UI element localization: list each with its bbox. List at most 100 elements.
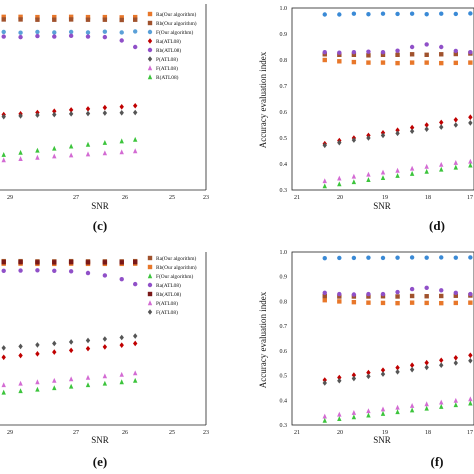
legend-entry: Ra(ATL08) [156, 282, 181, 289]
yticks-d: 1.0 0.9 0.8 0.7 0.6 0.5 0.4 0.3 [280, 6, 288, 194]
data-point-d-s5 [395, 130, 400, 137]
data-point-f-s2 [380, 294, 386, 299]
data-point-f-s4 [453, 354, 458, 361]
data-point-f-s0 [380, 255, 386, 261]
data-point-d-s3 [409, 44, 415, 50]
data-point-c-s7 [52, 145, 57, 151]
y-tick-label: 0.9 [280, 32, 288, 38]
data-point-d-s5 [453, 122, 458, 128]
legend-marker [147, 291, 153, 297]
data-point-f-s4 [322, 377, 327, 383]
data-point-c-s5 [133, 109, 138, 116]
data-point-f-s5 [366, 373, 371, 380]
data-point-f-s5 [453, 360, 458, 366]
data-point-d-s6 [337, 175, 342, 181]
xticks-e: 29 27 26 25 23 [7, 430, 209, 436]
data-point-f-s3 [380, 291, 386, 297]
data-point-e-s7 [85, 345, 91, 352]
data-point-d-s3 [322, 50, 327, 55]
data-point-c-s4 [35, 33, 40, 39]
data-point-e-s3 [52, 268, 57, 273]
data-point-d-s4 [424, 122, 429, 128]
data-point-c-s6 [1, 157, 6, 163]
marks-c [1, 14, 138, 163]
data-point-d-s2 [351, 52, 357, 57]
data-point-c-s2 [35, 29, 40, 35]
x-tick-label: 18 [425, 430, 431, 436]
legend-entry: P(ATL08) [156, 300, 178, 307]
data-point-c-s7 [85, 141, 91, 147]
x-tick-label: 21 [294, 430, 300, 436]
data-point-e-s4 [68, 259, 74, 265]
data-point-d-s5 [409, 128, 415, 135]
x-tick-label: 29 [7, 430, 13, 436]
legend-marker [147, 20, 153, 26]
data-point-c-s0 [68, 14, 74, 20]
data-point-f-s7 [380, 410, 386, 416]
legend-entry: Ra(Our algorithm) [156, 11, 196, 18]
data-point-e-s4 [119, 260, 124, 265]
plot-frame-f [291, 251, 474, 426]
data-point-f-s0 [366, 255, 371, 260]
legend-marker [147, 56, 153, 62]
data-point-c-s2 [85, 30, 91, 35]
data-point-e-s7 [18, 352, 23, 359]
data-point-f-s5 [424, 364, 429, 371]
data-point-f-s4 [337, 374, 342, 381]
data-point-e-s6 [18, 343, 23, 350]
data-point-e-s3 [119, 276, 124, 282]
data-point-c-s7 [1, 151, 6, 157]
data-point-f-s2 [337, 294, 342, 299]
data-point-d-s7 [366, 177, 371, 183]
data-point-f-s0 [395, 255, 400, 260]
y-tick-label: 0.3 [280, 188, 288, 194]
x-tick-label: 18 [425, 195, 431, 201]
data-point-e-s5 [1, 382, 6, 388]
data-point-f-s7 [453, 402, 458, 408]
data-point-f-s6 [453, 397, 458, 403]
y-tick-label: 0.6 [280, 349, 288, 355]
data-point-e-s2 [35, 386, 40, 392]
data-point-d-s2 [366, 53, 371, 58]
legend-entry: Rb(ATL08) [156, 47, 181, 54]
legend-entry: Ra(ATL08) [156, 38, 181, 45]
legend-marker [147, 273, 153, 279]
data-point-c-s6 [102, 150, 108, 156]
data-point-d-s6 [453, 160, 458, 165]
data-point-f-s5 [409, 366, 415, 373]
legend-entry: Rb(Our algorithm) [156, 20, 197, 27]
legend-entry: Rb(Our algorithm) [156, 264, 197, 271]
data-point-f-s3 [453, 290, 458, 295]
data-point-c-s5 [52, 111, 57, 118]
data-point-d-s6 [424, 163, 429, 169]
data-point-f-s1 [424, 300, 429, 306]
xticks-c: 29 27 26 25 23 [7, 195, 209, 201]
data-point-c-s5 [102, 110, 108, 116]
data-point-f-s2 [395, 294, 400, 299]
data-point-f-s6 [380, 406, 386, 412]
data-point-f-s4 [424, 359, 429, 366]
data-point-f-s4 [366, 369, 371, 376]
data-point-c-s1 [18, 17, 23, 22]
data-point-e-s3 [133, 281, 138, 287]
data-point-d-s6 [395, 167, 400, 173]
data-point-e-s2 [133, 377, 138, 383]
x-axis-label-e: SNR [91, 435, 109, 445]
data-point-f-s1 [351, 299, 357, 305]
data-point-f-s4 [395, 364, 400, 371]
data-point-d-s7 [409, 170, 415, 176]
data-point-e-s4 [102, 260, 108, 265]
panel-e: SNR (e) Ra(Our algorithm) Rb(Our algorith… [0, 252, 209, 469]
legend-c: Ra(Our algorithm) Rb(Our algorithm) F(Our … [147, 11, 197, 81]
data-point-e-s2 [1, 389, 6, 395]
data-point-f-s2 [322, 293, 327, 299]
data-point-d-s1 [380, 60, 386, 65]
legend-entry: Rb(ATL08) [156, 291, 181, 298]
legend-marker [147, 29, 153, 35]
data-point-c-s1 [35, 17, 40, 22]
data-point-f-s1 [395, 300, 400, 306]
data-point-d-s6 [380, 169, 386, 175]
data-point-d-s0 [453, 11, 458, 17]
data-point-d-s3 [380, 50, 386, 55]
